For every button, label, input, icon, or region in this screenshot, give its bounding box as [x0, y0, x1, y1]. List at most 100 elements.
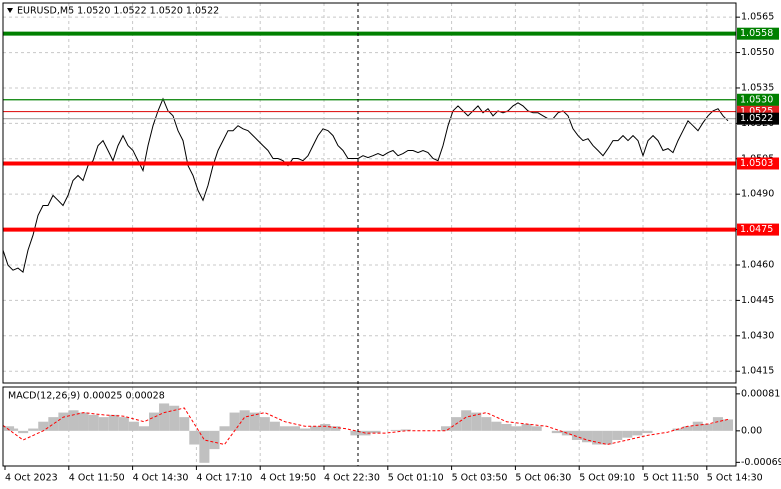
level-label-box [737, 93, 779, 106]
macd-bar [320, 423, 331, 431]
price-line [2, 97, 729, 273]
grid [3, 3, 736, 466]
macd-bar [249, 412, 260, 431]
macd-bar [481, 417, 492, 431]
level-label: 1.0522 [740, 113, 773, 124]
macd-bar [350, 430, 361, 436]
macd-bar [189, 430, 200, 445]
macd-bar [38, 421, 49, 431]
macd-bar [169, 405, 180, 431]
macd-bar [692, 421, 703, 431]
level-label: 1.0475 [740, 224, 773, 235]
x-tick-label: 4 Oct 22:30 [324, 473, 380, 484]
x-tick-label: 4 Oct 17:10 [196, 473, 252, 484]
macd-bar [551, 430, 562, 434]
x-tick-label: 5 Oct 11:50 [643, 473, 699, 484]
signal-line [2, 407, 729, 446]
macd-bar [330, 426, 341, 431]
main-panel-border [2, 2, 737, 384]
macd-bar [612, 430, 623, 440]
macd-bar [108, 414, 119, 431]
x-tick-label: 4 Oct 2023 [5, 473, 58, 484]
macd-bar [88, 414, 99, 431]
y-tick-label: 0.00 [741, 425, 762, 436]
macd-bar [521, 423, 532, 431]
macd-bar [219, 426, 230, 431]
macd-bar [159, 403, 170, 431]
plot [2, 31, 736, 463]
macd-panel-border [2, 386, 737, 467]
level-label: 1.0558 [740, 28, 773, 39]
macd-bar [370, 430, 381, 434]
y-tick-label: 1.0550 [741, 47, 774, 58]
menu-arrow[interactable] [7, 8, 13, 13]
level-label: 1.0530 [740, 94, 773, 105]
level-label: 1.0503 [740, 158, 773, 169]
level-label-box [737, 223, 779, 236]
macd-bar [511, 426, 522, 431]
y-tick-label: 1.0445 [741, 295, 774, 306]
x-tick-label: 5 Oct 01:10 [388, 473, 444, 484]
macd-title: MACD(12,26,9) 0.00025 0.00028 [8, 391, 165, 402]
macd-bar [602, 430, 613, 445]
chart-title: EURUSD,M5 1.0520 1.0522 1.0520 1.0522 [17, 6, 219, 17]
macd-bar [18, 430, 29, 434]
macd-bar [722, 419, 734, 431]
macd-bar [199, 430, 210, 463]
y-tick-label: 1.0490 [741, 189, 774, 200]
level-label: 1.0525 [740, 106, 773, 117]
macd-bar [310, 426, 321, 431]
x-tick-label: 5 Oct 03:50 [452, 473, 508, 484]
macd-bar [632, 430, 643, 436]
level-label-box [737, 157, 779, 170]
macd-bar [300, 428, 311, 431]
macd-bar [501, 423, 512, 431]
x-tick-label: 4 Oct 19:50 [260, 473, 316, 484]
macd-bar [68, 410, 79, 431]
macd-bar [149, 412, 160, 431]
macd-bar [581, 430, 593, 443]
macd-bar [98, 417, 109, 431]
macd-bar [592, 430, 603, 445]
macd-bar [8, 428, 19, 431]
macd-bar [28, 428, 39, 431]
macd-bar [229, 412, 240, 431]
macd-bar [128, 421, 139, 431]
macd-bar [48, 417, 59, 431]
macd-bar [138, 426, 150, 431]
macd-bar [441, 426, 452, 431]
macd-bar [209, 430, 220, 450]
macd-bar [571, 430, 582, 440]
macd-bar [279, 426, 290, 431]
macd-bar [78, 412, 89, 431]
macd-bar [239, 410, 250, 431]
axis-labels: 1.05651.05501.05351.05201.05051.04901.04… [4, 12, 781, 484]
y-tick-label: 1.0535 [741, 82, 774, 93]
macd-bar [702, 423, 713, 431]
macd-bar [289, 426, 301, 431]
macd-bar [682, 426, 693, 431]
macd-bar [461, 410, 472, 431]
x-tick-label: 4 Oct 14:30 [133, 473, 189, 484]
x-tick-label: 5 Oct 14:30 [707, 473, 763, 484]
x-tick-label: 5 Oct 09:10 [579, 473, 635, 484]
y-tick-label: 1.0430 [741, 330, 774, 341]
x-tick-label: 4 Oct 11:50 [69, 473, 125, 484]
y-tick-label: 1.0565 [741, 12, 774, 23]
macd-bar [622, 430, 633, 438]
macd-bar [179, 417, 190, 431]
level-label-box [737, 112, 779, 125]
macd-bar [712, 417, 723, 431]
macd-bar [118, 417, 129, 431]
macd-bar [269, 421, 280, 431]
y-tick-label: 1.0415 [741, 366, 774, 377]
y-tick-label: 0.00081 [741, 388, 780, 399]
y-tick-label: 1.0460 [741, 259, 774, 270]
macd-bar [390, 429, 401, 431]
level-label-box [737, 27, 779, 40]
macd-bar [491, 421, 502, 431]
y-tick-label: -0.00069 [741, 457, 781, 468]
macd-bar [58, 412, 69, 431]
